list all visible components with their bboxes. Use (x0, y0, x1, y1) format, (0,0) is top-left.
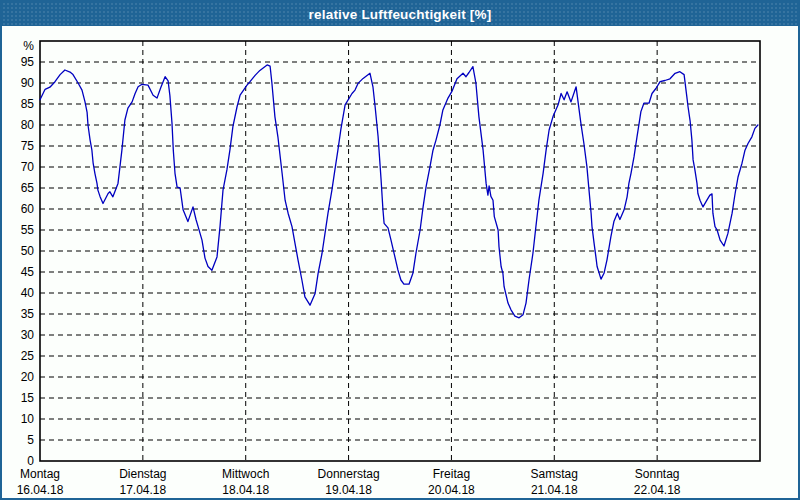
y-tick-label: 55 (21, 223, 35, 237)
humidity-line-chart: 0 5 10 15 20 25 30 35 40 45 50 55 60 65 70 75 80 85 90 95% M… (2, 26, 798, 498)
x-day-label: Montag (20, 467, 60, 481)
y-tick-label: 20 (21, 370, 35, 384)
y-tick-label: 70 (21, 160, 35, 174)
x-day-label: Donnerstag (318, 467, 380, 481)
x-day-label: Mittwoch (222, 467, 269, 481)
y-tick-label: 85 (21, 97, 35, 111)
y-tick-label: 50 (21, 244, 35, 258)
y-tick-label: 95 (21, 55, 35, 69)
y-tick-label: 15 (21, 391, 35, 405)
y-tick-label: 35 (21, 307, 35, 321)
y-tick-label: 40 (21, 286, 35, 300)
y-axis-unit-label: % (23, 39, 34, 53)
x-day-label: Samstag (531, 467, 578, 481)
x-date-label: 22.04.18 (634, 483, 681, 497)
title-bar: relative Luftfeuchtigkeit [%] (2, 2, 798, 26)
x-date-label: 17.04.18 (119, 483, 166, 497)
y-tick-label: 25 (21, 349, 35, 363)
y-tick-label: 75 (21, 139, 35, 153)
window-title: relative Luftfeuchtigkeit [%] (309, 7, 492, 22)
y-tick-label: 5 (27, 433, 34, 447)
y-tick-label: 10 (21, 412, 35, 426)
y-tick-label: 45 (21, 265, 35, 279)
x-day-label: Sonntag (635, 467, 680, 481)
x-date-label: 20.04.18 (428, 483, 475, 497)
y-tick-label: 0 (27, 454, 34, 468)
y-tick-label: 65 (21, 181, 35, 195)
y-tick-label: 60 (21, 202, 35, 216)
y-tick-label: 30 (21, 328, 35, 342)
x-day-label: Freitag (433, 467, 470, 481)
x-date-label: 18.04.18 (222, 483, 269, 497)
x-date-label: 21.04.18 (531, 483, 578, 497)
chart-area: 0 5 10 15 20 25 30 35 40 45 50 55 60 65 70 75 80 85 90 95% M… (2, 26, 798, 498)
y-tick-label: 90 (21, 76, 35, 90)
x-date-label: 16.04.18 (17, 483, 64, 497)
humidity-series-line (40, 65, 758, 318)
chart-window: relative Luftfeuchtigkeit [%] 0 5 10 15 20 25… (0, 0, 800, 500)
x-day-label: Dienstag (119, 467, 166, 481)
y-tick-label: 80 (21, 118, 35, 132)
x-date-label: 19.04.18 (325, 483, 372, 497)
